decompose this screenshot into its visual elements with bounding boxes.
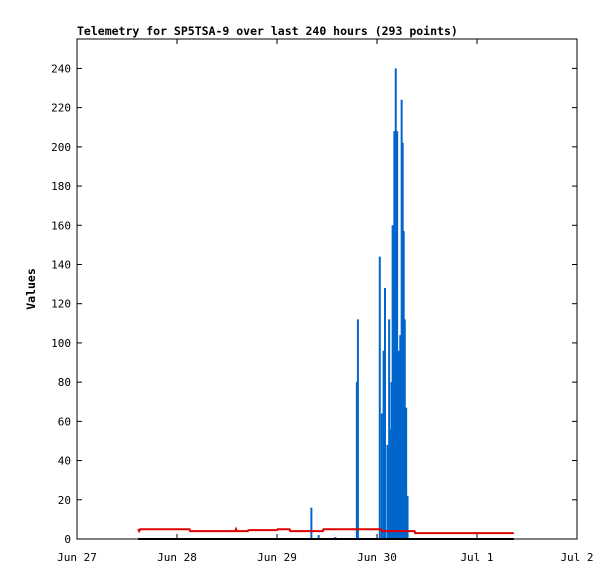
data-line bbox=[137, 526, 514, 535]
chart-title: Telemetry for SP5TSA-9 over last 240 hou… bbox=[77, 24, 458, 38]
x-tick-label: Jun 30 bbox=[357, 551, 397, 564]
y-tick-label: 100 bbox=[51, 337, 71, 350]
x-axis: Jun 27 Jun 28 Jun 29 Jun 30 Jul 1 Jul 2 bbox=[57, 39, 594, 564]
y-axis: 0 20 40 60 80 100 120 140 160 180 200 220 240 bbox=[51, 62, 577, 546]
series-layer bbox=[137, 68, 514, 540]
x-tick-label: Jul 1 bbox=[460, 551, 493, 564]
series-2 bbox=[137, 526, 514, 535]
y-tick-label: 0 bbox=[64, 533, 71, 546]
y-tick-label: 180 bbox=[51, 180, 71, 193]
x-tick-label: Jun 27 bbox=[57, 551, 97, 564]
y-tick-label: 140 bbox=[51, 258, 71, 271]
y-tick-label: 220 bbox=[51, 102, 71, 115]
y-tick-label: 240 bbox=[51, 62, 71, 75]
series-1 bbox=[310, 68, 409, 539]
x-tick-label: Jun 29 bbox=[257, 551, 297, 564]
y-tick-label: 160 bbox=[51, 219, 71, 232]
y-tick-label: 40 bbox=[58, 455, 71, 468]
y-tick-label: 120 bbox=[51, 298, 71, 311]
y-axis-label: Values bbox=[24, 268, 38, 310]
y-tick-label: 200 bbox=[51, 141, 71, 154]
y-tick-label: 80 bbox=[58, 376, 71, 389]
plot-area bbox=[76, 38, 578, 540]
y-tick-label: 20 bbox=[58, 494, 71, 507]
x-tick-label: Jun 28 bbox=[157, 551, 197, 564]
y-tick-label: 60 bbox=[58, 415, 71, 428]
x-tick-label: Jul 2 bbox=[560, 551, 593, 564]
